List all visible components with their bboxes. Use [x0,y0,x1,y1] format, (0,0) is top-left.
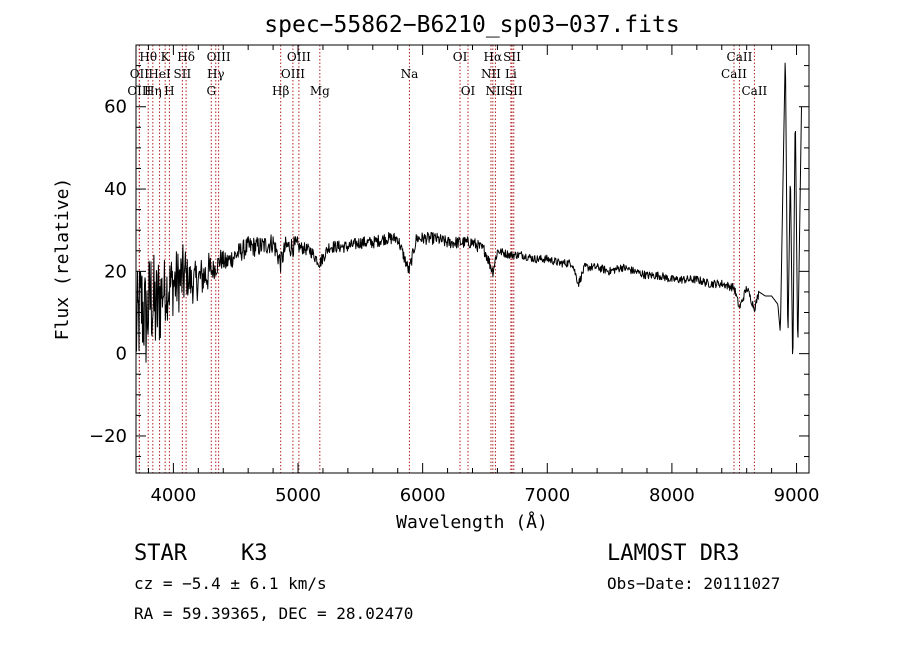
spectral-line-label-3: Hη [144,84,162,98]
y-tick-label: 20 [104,261,127,282]
x-tick-label: 8000 [649,485,695,506]
y-tick-label: 60 [104,97,127,118]
spectral-line-label-25: CaII [727,50,753,64]
spectral-line-label-27: CaII [741,84,767,98]
spectral-line-label-17: OI [453,50,468,64]
spectral-line-label-5: K [161,50,171,64]
plot-frame [135,44,810,474]
flux-line [135,62,802,363]
chart-title: spec−55862−B6210_sp03−037.fits [264,12,679,38]
x-tick-label: 6000 [400,485,446,506]
spectral-line-label-19: Hα [484,50,503,64]
spectral-line-label-4: HeI [148,67,171,81]
spectral-line-label-24: SII [505,84,523,98]
spectral-line-label-7: SII [174,67,192,81]
object-class: STAR [134,541,188,566]
axis-ticks [136,44,809,473]
spectral-line-label-13: OIII [287,50,311,64]
spectral-line-label-11: G [206,84,216,98]
sky-coordinates: RA = 59.39365, DEC = 28.02470 [134,604,413,623]
spectral-line-label-21: NII [485,84,505,98]
y-tick-label: 40 [104,179,127,200]
redshift-velocity: cz = −5.4 ± 6.1 km/s [134,574,327,593]
y-axis-label: Flux (relative) [52,178,73,341]
x-tick-label: 5000 [275,485,321,506]
spectral-line-label-23: Li [505,67,517,81]
x-tick-label: 7000 [524,485,570,506]
spectral-line-label-22: SII [503,50,521,64]
spectral-line-label-18: OI [461,84,476,98]
spectral-line-label-2: OIII [127,84,151,98]
observation-date: Obs−Date: 20111027 [607,574,780,593]
x-tick-label: 9000 [774,485,820,506]
spectral-line-label-9: OIII [207,50,231,64]
x-axis-label: Wavelength (Å) [396,511,548,533]
spectral-line-label-10: Hγ [207,67,225,81]
spectral-line-label-20: NII [481,67,501,81]
x-axis-tick-labels: 4000 5000 6000 7000 8000 9000 [150,485,819,506]
spectral-line-label-16: Na [401,67,419,81]
y-axis-tick-labels: −20 0 20 40 60 [89,97,127,447]
spectral-line-label-15: Mg [310,84,330,98]
object-subclass: K3 [241,541,268,566]
spectral-line-label-1: OII [130,67,150,81]
spectral-line-label-0: Hθ [139,50,157,64]
flux-series [135,62,802,363]
y-tick-label: −20 [89,426,127,447]
x-tick-label: 4000 [150,485,196,506]
spectral-line-label-6: H [164,84,174,98]
y-tick-label: 0 [116,344,127,365]
spectral-line-label-14: OIII [281,67,305,81]
spectral-line-label-26: CaII [721,67,747,81]
spectral-line-label-12: Hβ [272,84,289,98]
survey-name: LAMOST DR3 [607,541,739,566]
spectral-line-label-8: Hδ [177,50,195,64]
